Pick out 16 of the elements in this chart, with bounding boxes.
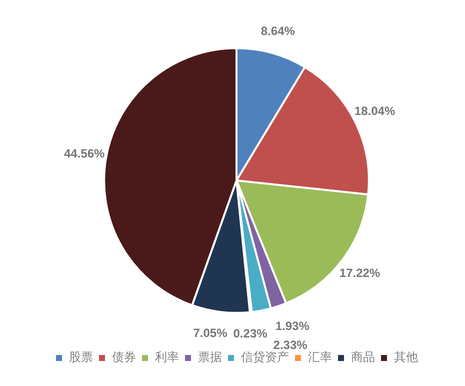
data-label: 17.22% xyxy=(339,266,380,280)
data-label: 2.33% xyxy=(273,338,308,352)
legend-label: 利率 xyxy=(155,350,179,364)
data-label: 1.93% xyxy=(275,319,310,334)
legend-label: 商品 xyxy=(351,350,375,364)
legend-label: 债券 xyxy=(112,350,136,364)
data-label: 8.64% xyxy=(260,24,296,38)
data-label: 18.04% xyxy=(354,104,396,118)
legend-label: 票据 xyxy=(198,350,222,364)
data-label: 44.56% xyxy=(64,146,106,161)
legend-label: 汇率 xyxy=(308,350,332,364)
legend-label: 其他 xyxy=(394,350,418,364)
legend-label: 股票 xyxy=(69,350,93,364)
data-label: 0.23% xyxy=(233,326,268,340)
legend-label: 信贷资产 xyxy=(241,350,289,364)
data-label: 7.05% xyxy=(193,326,228,340)
